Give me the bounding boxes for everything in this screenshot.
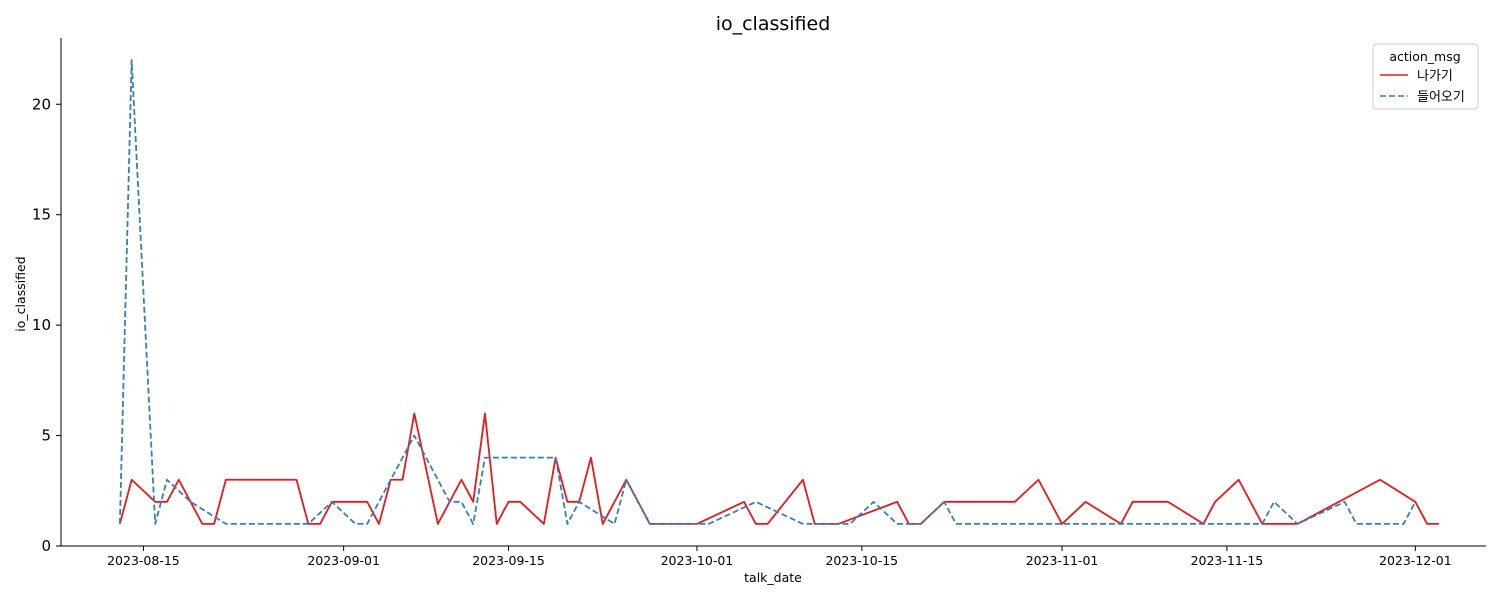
- y-tick-label: 20: [32, 95, 51, 113]
- x-tick-label: 2023-09-15: [472, 553, 545, 568]
- x-tick-label: 2023-12-01: [1379, 553, 1452, 568]
- legend: action_msg 나가기 들어오기: [1372, 43, 1479, 110]
- y-tick-label: 5: [41, 427, 51, 445]
- x-tick-label: 2023-11-15: [1191, 553, 1264, 568]
- x-axis-label: talk_date: [744, 570, 802, 585]
- x-ticks: 2023-08-15 2023-09-01 2023-09-15 2023-10-01…: [107, 546, 1452, 568]
- y-ticks: 0 5 10 15 20: [32, 95, 61, 555]
- y-tick-label: 10: [32, 316, 51, 334]
- series-line-0: [119, 412, 1439, 525]
- legend-title: action_msg: [1389, 49, 1460, 64]
- x-tick-label: 2023-10-15: [825, 553, 898, 568]
- x-tick-label: 2023-09-01: [307, 553, 380, 568]
- legend-label-series-0: 나가기: [1417, 69, 1453, 84]
- legend-label-series-1: 들어오기: [1417, 90, 1465, 105]
- x-tick-label: 2023-10-01: [661, 553, 734, 568]
- y-tick-label: 0: [41, 537, 51, 555]
- chart-title: io_classified: [716, 13, 831, 35]
- x-tick-label: 2023-11-01: [1026, 553, 1099, 568]
- x-tick-label: 2023-08-15: [107, 553, 180, 568]
- y-axis-label: io_classified: [13, 256, 28, 331]
- y-tick-label: 15: [32, 206, 51, 224]
- series-line-1: [118, 59, 1417, 525]
- legend-box: [1372, 43, 1479, 110]
- series-group: [118, 59, 1439, 525]
